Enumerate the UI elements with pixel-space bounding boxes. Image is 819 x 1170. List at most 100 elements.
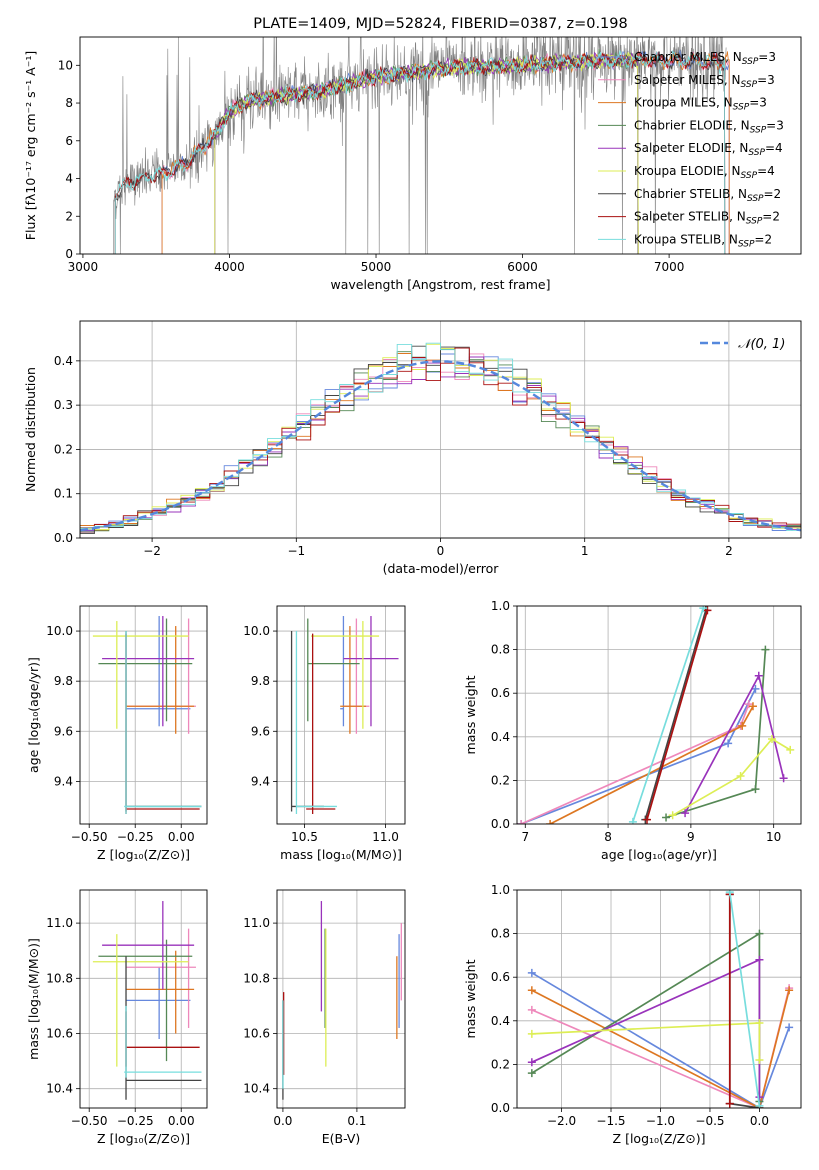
point-marker — [668, 811, 677, 820]
point-marker — [755, 955, 764, 964]
y-axis-label: mass weight — [463, 959, 478, 1038]
y-axis-label: mass weight — [463, 675, 478, 754]
chart-title: PLATE=1409, MJD=52824, FIBERID=0387, z=0… — [253, 16, 627, 32]
y-axis-label: mass [log₁₀(M/M⊙)] — [26, 938, 41, 1060]
x-tick-label: 0.0 — [273, 1114, 292, 1128]
legend-label-text: Chabrier STELIB, N — [634, 187, 747, 201]
y-tick-label: 0.1 — [54, 487, 73, 501]
point-marker — [779, 774, 788, 783]
y-tick-label: 0.0 — [54, 531, 73, 545]
point-marker — [751, 684, 760, 693]
legend-label-text: Chabrier MILES, N — [634, 50, 742, 64]
axes-frame — [276, 889, 406, 1109]
y-tick-label: 9.8 — [54, 674, 73, 688]
legend-label-kroupa-stelib: Kroupa STELIB, NSSP=2 — [634, 232, 772, 249]
axes-frame — [276, 605, 406, 825]
point-marker — [755, 1056, 764, 1065]
y-axis-label: Normed distribution — [23, 367, 38, 492]
weight-age-plot-area — [517, 606, 795, 824]
legend-label-tail: =2 — [754, 232, 772, 246]
y-axis-label: Flux [fλ10⁻¹⁷ erg cm⁻² s⁻¹ A⁻¹] — [23, 51, 38, 240]
point-marker — [761, 645, 770, 654]
series-line — [531, 932, 761, 1102]
series-line — [672, 737, 791, 817]
point-marker — [699, 606, 708, 613]
series-chabrier-elodie — [527, 929, 764, 1106]
x-tick-label: −0.25 — [117, 830, 154, 844]
y-tick-label: 11.0 — [243, 916, 270, 930]
legend-label-sub: SSP — [741, 80, 758, 90]
legend-label-text: Salpeter ELODIE, N — [634, 141, 748, 155]
x-tick-label: 10 — [766, 830, 781, 844]
y-tick-label: 0 — [65, 247, 73, 261]
y-tick-label: 10.8 — [243, 971, 270, 985]
errorbar-chabrier-miles — [126, 967, 191, 1040]
x-tick-label: 0.0 — [750, 1114, 769, 1128]
y-tick-label: 10.6 — [243, 1026, 270, 1040]
legend-label-tail: =2 — [762, 210, 780, 224]
x-tick-label: 10.5 — [291, 830, 318, 844]
x-tick-label: 7 — [521, 830, 529, 844]
point-marker — [642, 815, 651, 824]
age-Z-chart: −0.50 −0.25 0.00 9.4 9.6 9.8 10.0 Z [log₁₀(Z/Z⊙… — [26, 605, 208, 862]
y-tick-label: 0.6 — [491, 970, 510, 984]
point-marker — [785, 1023, 794, 1032]
point-marker — [527, 1058, 536, 1067]
point-marker — [527, 986, 536, 995]
errorbar-chabrier-elodie — [307, 618, 360, 722]
y-tick-label: 0.8 — [491, 643, 510, 657]
y-tick-label: 0.0 — [491, 1101, 510, 1115]
axes-frame — [79, 36, 802, 255]
weight-age-chart: 7 8 9 10 0.0 0.2 0.4 0.6 0.8 1.0 age [log₁₀(age/yr… — [463, 599, 802, 862]
y-tick-label: 0.0 — [491, 817, 510, 831]
errorbar-kroupa-stelib — [295, 631, 337, 814]
x-tick-label: −0.25 — [117, 1114, 154, 1128]
point-marker — [628, 817, 637, 824]
mass-Z-plot-area — [92, 901, 202, 1100]
x-tick-label: 0.00 — [168, 830, 195, 844]
y-tick-label: 10.0 — [243, 624, 270, 638]
x-tick-label: −1.5 — [596, 1114, 625, 1128]
legend-label-sub: SSP — [746, 217, 763, 227]
point-marker — [786, 745, 795, 754]
axes-frame — [79, 605, 208, 825]
point-marker — [755, 1093, 764, 1102]
series-kroupa-miles — [546, 702, 757, 824]
model-kroupa-stelib — [114, 49, 726, 254]
residuals-plot-area — [80, 342, 801, 537]
errorbar-kroupa-miles — [126, 626, 195, 734]
legend-label-sub: SSP — [733, 103, 750, 113]
errorbar-salpeter-stelib — [306, 633, 336, 814]
legend-label-sub: SSP — [738, 239, 755, 249]
y-tick-label: 1.0 — [491, 599, 510, 613]
legend-label-sub: SSP — [747, 194, 764, 204]
series-line — [632, 607, 705, 823]
errorbar-salpeter-elodie — [102, 616, 195, 727]
series-line — [520, 703, 750, 824]
y-tick-label: 0.2 — [54, 442, 73, 456]
series-line — [728, 892, 761, 1106]
axes-frame — [516, 605, 802, 825]
series-line — [646, 610, 709, 820]
y-tick-label: 10.8 — [46, 971, 73, 985]
errorbar-kroupa-stelib — [124, 1005, 202, 1078]
y-tick-label: 0.8 — [491, 927, 510, 941]
point-marker — [751, 785, 760, 794]
series-salpeter-stelib — [725, 890, 734, 1108]
series-line — [644, 610, 707, 820]
errorbar-kroupa-miles — [340, 626, 367, 734]
x-tick-label: −2 — [143, 544, 161, 558]
series-salpeter-elodie — [681, 671, 788, 818]
legend-label-text: Kroupa ELODIE, N — [634, 164, 741, 178]
x-tick-label: −1.0 — [646, 1114, 675, 1128]
point-marker — [768, 734, 777, 743]
legend-label-sub: SSP — [748, 148, 765, 158]
mass-ebv-plot-area — [282, 901, 402, 1100]
x-axis-label: mass [log₁₀(M/M⊙)] — [280, 847, 402, 862]
x-tick-label: 11.0 — [372, 830, 399, 844]
y-tick-label: 0.6 — [491, 686, 510, 700]
x-tick-label: 7000 — [654, 260, 685, 274]
x-tick-label: 3000 — [68, 260, 99, 274]
axes-frame — [79, 320, 802, 539]
